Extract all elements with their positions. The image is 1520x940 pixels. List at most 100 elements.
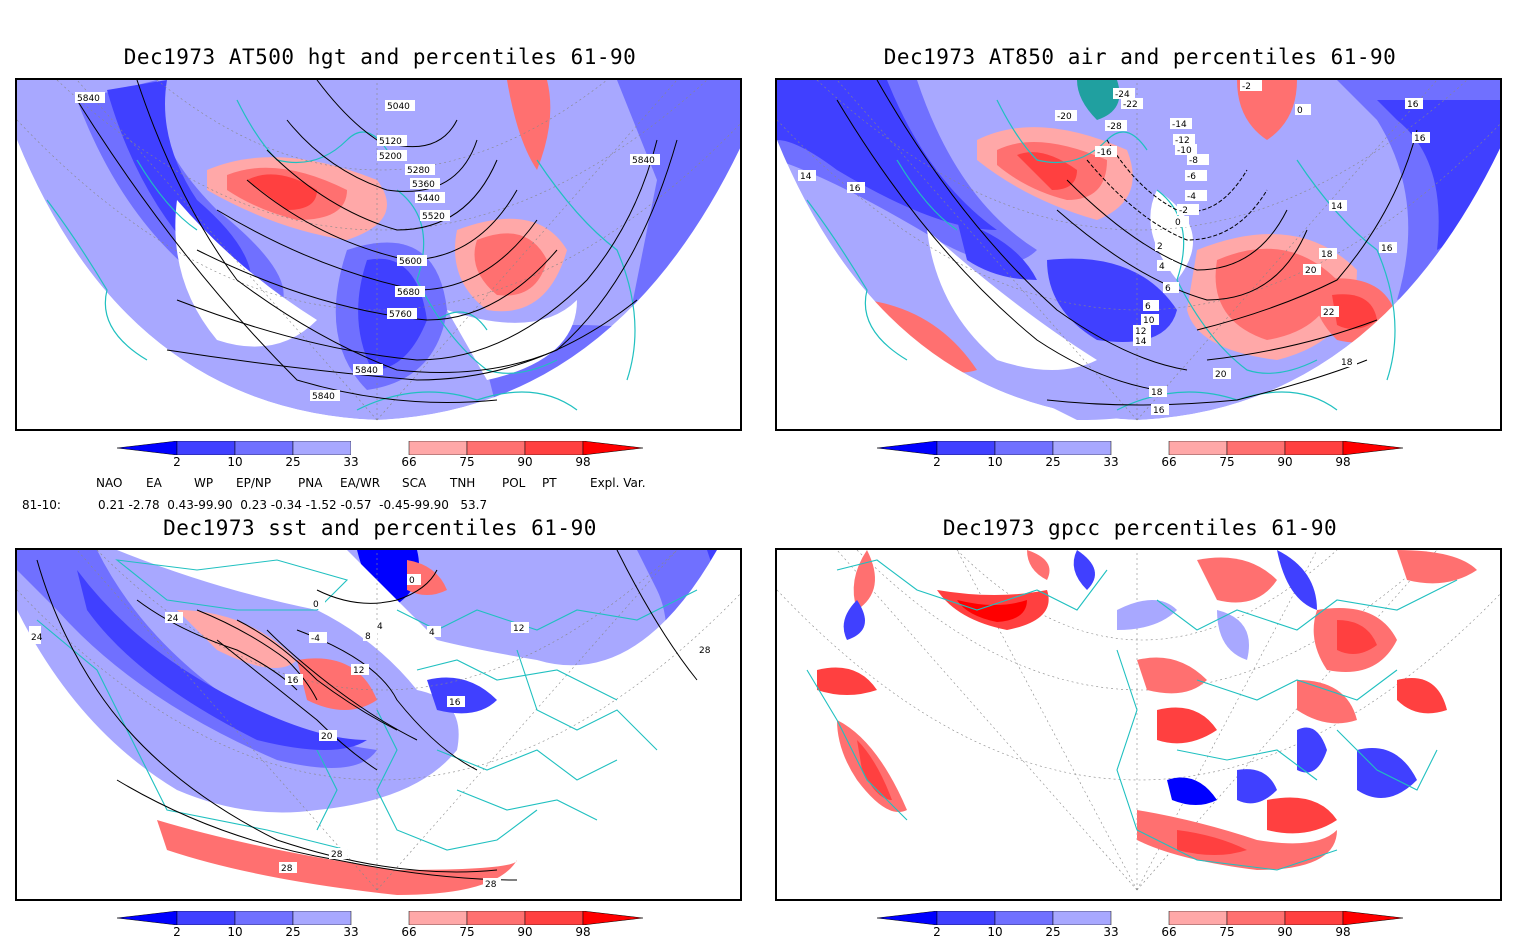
contour-label: 5120	[379, 137, 402, 147]
contour-label: -12	[1175, 136, 1190, 146]
contour-label: 5760	[389, 310, 412, 320]
contour-label: 14	[1135, 337, 1147, 347]
colorbar-label: 66	[401, 455, 417, 469]
colorbar-label: 25	[1045, 455, 1061, 469]
contour-label: 16	[1414, 134, 1426, 144]
colorbar-label: 33	[343, 925, 359, 939]
contour-label: 28	[699, 646, 711, 656]
colorbar-label: 2	[173, 455, 181, 469]
contour-label: 6	[1145, 302, 1151, 312]
contour-label: 16	[1381, 244, 1393, 254]
colorbar-gpcc: 2 10 25 33 66 75 90 98	[876, 910, 1417, 940]
contour-label: 4	[1159, 262, 1165, 272]
contour-label: 12	[513, 624, 524, 634]
contour-label: 10	[1143, 316, 1155, 326]
contour-label: 5840	[312, 392, 335, 402]
index-header: POL	[502, 476, 526, 490]
contour-label: 16	[849, 184, 861, 194]
contour-label: 12	[1135, 327, 1146, 337]
map-air850: -2 -24 -22 -20 -28 -16 -14 -12 -10 -8 -6…	[777, 80, 1500, 429]
contour-label: 16	[1153, 406, 1165, 416]
colorbar-label: 75	[1219, 925, 1235, 939]
contour-label: 0	[409, 576, 415, 586]
colorbar-label: 75	[459, 925, 475, 939]
map-panel-sst: 24 24 0 0 4 8 4 -4 12 16 16 20 28 28 28 …	[15, 548, 742, 901]
contour-label: 5040	[387, 102, 410, 112]
contour-label: -10	[1177, 146, 1192, 156]
index-header: EA	[146, 476, 162, 490]
panel-title-hgt500: Dec1973 AT500 hgt and percentiles 61-90	[123, 45, 637, 69]
index-row-label: 81-10:	[22, 498, 61, 512]
contour-label: -2	[1242, 82, 1251, 92]
contour-label: 5840	[355, 366, 378, 376]
contour-label: 28	[281, 864, 293, 874]
map-hgt500: 5840 5040 5120 5200 5280 5360 5440 5520 …	[17, 80, 740, 429]
colorbar-label: 2	[173, 925, 181, 939]
colorbar-label: 25	[285, 455, 301, 469]
colorbar-hgt500: 2 10 25 33 66 75 90 98	[116, 440, 657, 470]
colorbar-label: 98	[1335, 455, 1351, 469]
contour-label: 4	[429, 628, 435, 638]
colorbar-swatches	[876, 910, 1404, 926]
contour-label: -24	[1115, 90, 1130, 100]
contour-label: 28	[331, 850, 343, 860]
contour-label: 28	[485, 880, 497, 890]
colorbar-label: 90	[1277, 925, 1293, 939]
contour-label: 22	[1323, 308, 1334, 318]
contour-label: -4	[311, 634, 320, 644]
contour-label: 5440	[417, 194, 440, 204]
contour-label: -4	[1187, 192, 1196, 202]
panel-title-air850: Dec1973 AT850 air and percentiles 61-90	[883, 45, 1397, 69]
panel-title-gpcc: Dec1973 gpcc percentiles 61-90	[942, 516, 1338, 540]
map-panel-air850: -2 -24 -22 -20 -28 -16 -14 -12 -10 -8 -6…	[775, 78, 1502, 431]
contour-label: 5200	[379, 152, 402, 162]
colorbar-label: 98	[1335, 925, 1351, 939]
contour-label: -16	[1097, 148, 1112, 158]
colorbar-label: 33	[1103, 925, 1119, 939]
colorbar-label: 66	[401, 925, 417, 939]
colorbar-label: 75	[1219, 455, 1235, 469]
colorbar-swatches	[116, 910, 644, 926]
contour-label: 5520	[422, 212, 445, 222]
colorbar-label: 25	[285, 925, 301, 939]
colorbar-swatches	[116, 440, 644, 456]
colorbar-label: 10	[987, 455, 1003, 469]
contour-label: -6	[1187, 172, 1196, 182]
colorbar-label: 75	[459, 455, 475, 469]
contour-label: 5600	[399, 257, 422, 267]
map-panel-hgt500: 5840 5040 5120 5200 5280 5360 5440 5520 …	[15, 78, 742, 431]
contour-label: 5280	[407, 166, 430, 176]
colorbar-label: 33	[343, 455, 359, 469]
contour-label: 24	[167, 614, 179, 624]
colorbar-label: 2	[933, 455, 941, 469]
colorbar-label: 25	[1045, 925, 1061, 939]
contour-label: 16	[1407, 100, 1419, 110]
map-gpcc	[777, 550, 1500, 891]
index-header: EP/NP	[236, 476, 272, 490]
panel-title-sst: Dec1973 sst and percentiles 61-90	[163, 516, 597, 540]
contour-label: -14	[1172, 120, 1187, 130]
contour-label: -28	[1107, 122, 1122, 132]
index-header: WP	[194, 476, 214, 490]
contour-label: 0	[313, 600, 319, 610]
index-header: TNH	[450, 476, 476, 490]
contour-label: -20	[1057, 112, 1072, 122]
contour-label: 18	[1321, 250, 1333, 260]
contour-label: 20	[1305, 266, 1317, 276]
colorbar-label: 90	[517, 455, 533, 469]
colorbar-label: 90	[1277, 455, 1293, 469]
contour-label: 20	[1215, 370, 1227, 380]
contour-label: 16	[287, 676, 299, 686]
contour-label: 5840	[77, 94, 100, 104]
colorbar-air850: 2 10 25 33 66 75 90 98	[876, 440, 1417, 470]
contour-label: 0	[1175, 218, 1181, 228]
contour-label: -2	[1179, 206, 1188, 216]
colorbar-label: 90	[517, 925, 533, 939]
contour-label: 5360	[412, 180, 435, 190]
index-header: Expl. Var.	[590, 476, 646, 490]
index-header: NAO	[96, 476, 123, 490]
colorbar-label: 98	[575, 455, 591, 469]
index-header: PT	[542, 476, 557, 490]
colorbar-label: 10	[987, 925, 1003, 939]
contour-label: 5840	[632, 156, 655, 166]
